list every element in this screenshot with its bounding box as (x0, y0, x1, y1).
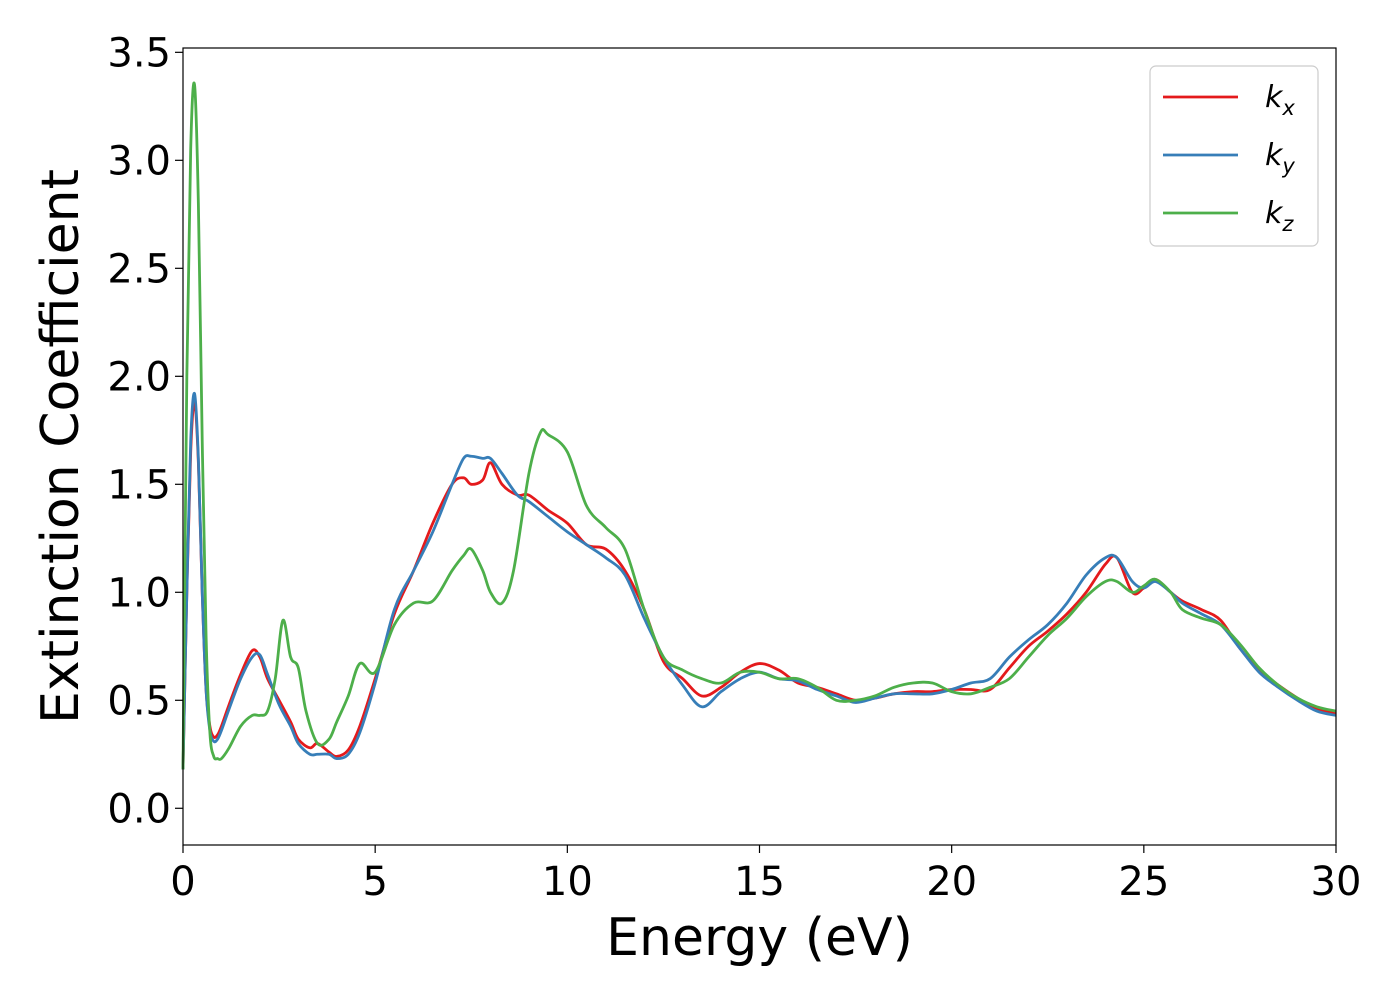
y-tick-label: 1.0 (107, 570, 171, 616)
x-tick-label: 30 (1311, 859, 1362, 905)
series-line-k-z (181, 81, 1337, 770)
x-tick-label: 0 (170, 859, 195, 905)
y-axis-title: Extinction Coefficient (31, 169, 91, 724)
x-tick-label: 25 (1118, 859, 1169, 905)
plot-lines (181, 81, 1337, 770)
x-tick-label: 10 (542, 859, 593, 905)
y-tick-label: 3.5 (107, 30, 171, 76)
x-tick-label: 15 (734, 859, 785, 905)
x-tick-label: 5 (362, 859, 387, 905)
x-axis: 0 5 10 15 20 25 30 (170, 845, 1361, 905)
legend: kx ky kz (1149, 65, 1319, 247)
y-tick-label: 2.5 (107, 246, 171, 292)
y-tick-label: 3.0 (107, 138, 171, 184)
y-tick-label: 0.0 (107, 786, 171, 832)
y-axis: 0.0 0.5 1.0 1.5 2.0 2.5 3.0 3.5 (107, 30, 183, 832)
y-tick-label: 1.5 (107, 462, 171, 508)
x-tick-label: 20 (926, 859, 977, 905)
legend-label-y: ky (1265, 138, 1295, 178)
y-tick-label: 2.0 (107, 354, 171, 400)
series-line-k-y (181, 392, 1337, 770)
legend-label-x: kx (1265, 80, 1295, 120)
legend-label-z: kz (1265, 196, 1294, 236)
x-axis-title: Energy (eV) (606, 908, 913, 968)
y-tick-label: 0.5 (107, 678, 171, 724)
